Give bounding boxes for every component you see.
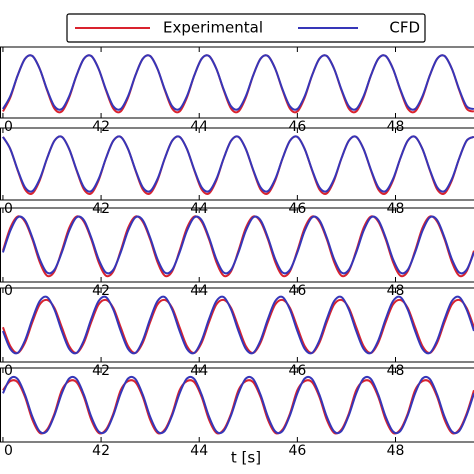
series-line xyxy=(2,375,474,435)
legend-box xyxy=(66,13,426,43)
x-tick-label: 44 xyxy=(190,443,208,459)
x-tick-label: 42 xyxy=(92,443,110,459)
x-axis-label: t [s] xyxy=(231,449,261,467)
series-line xyxy=(2,135,474,193)
x-tick-label: 44 xyxy=(190,119,208,135)
x-tick-label: 42 xyxy=(92,119,110,135)
x-tick-label: 46 xyxy=(288,119,306,135)
series-line xyxy=(1,215,474,275)
axes-frame xyxy=(0,287,474,363)
axes-frame xyxy=(0,207,474,283)
x-tick-label: 0 xyxy=(4,363,13,379)
x-tick-label: 48 xyxy=(387,443,405,459)
axes-frame xyxy=(0,367,474,443)
legend-label: Experimental xyxy=(163,19,263,37)
x-tick-label: 0 xyxy=(4,443,13,459)
axes-frame xyxy=(0,127,474,201)
x-tick-label: 0 xyxy=(4,283,13,299)
x-tick-label: 48 xyxy=(387,119,405,135)
x-tick-label: 0 xyxy=(4,201,13,217)
series-line xyxy=(2,298,474,354)
legend-label: CFD xyxy=(389,19,420,37)
series-line xyxy=(1,215,474,278)
x-tick-label: 0 xyxy=(4,119,13,135)
axes-frame xyxy=(0,46,474,119)
series-line xyxy=(2,135,474,195)
series-line xyxy=(2,295,474,355)
series-line xyxy=(2,54,474,111)
x-tick-label: 46 xyxy=(288,443,306,459)
